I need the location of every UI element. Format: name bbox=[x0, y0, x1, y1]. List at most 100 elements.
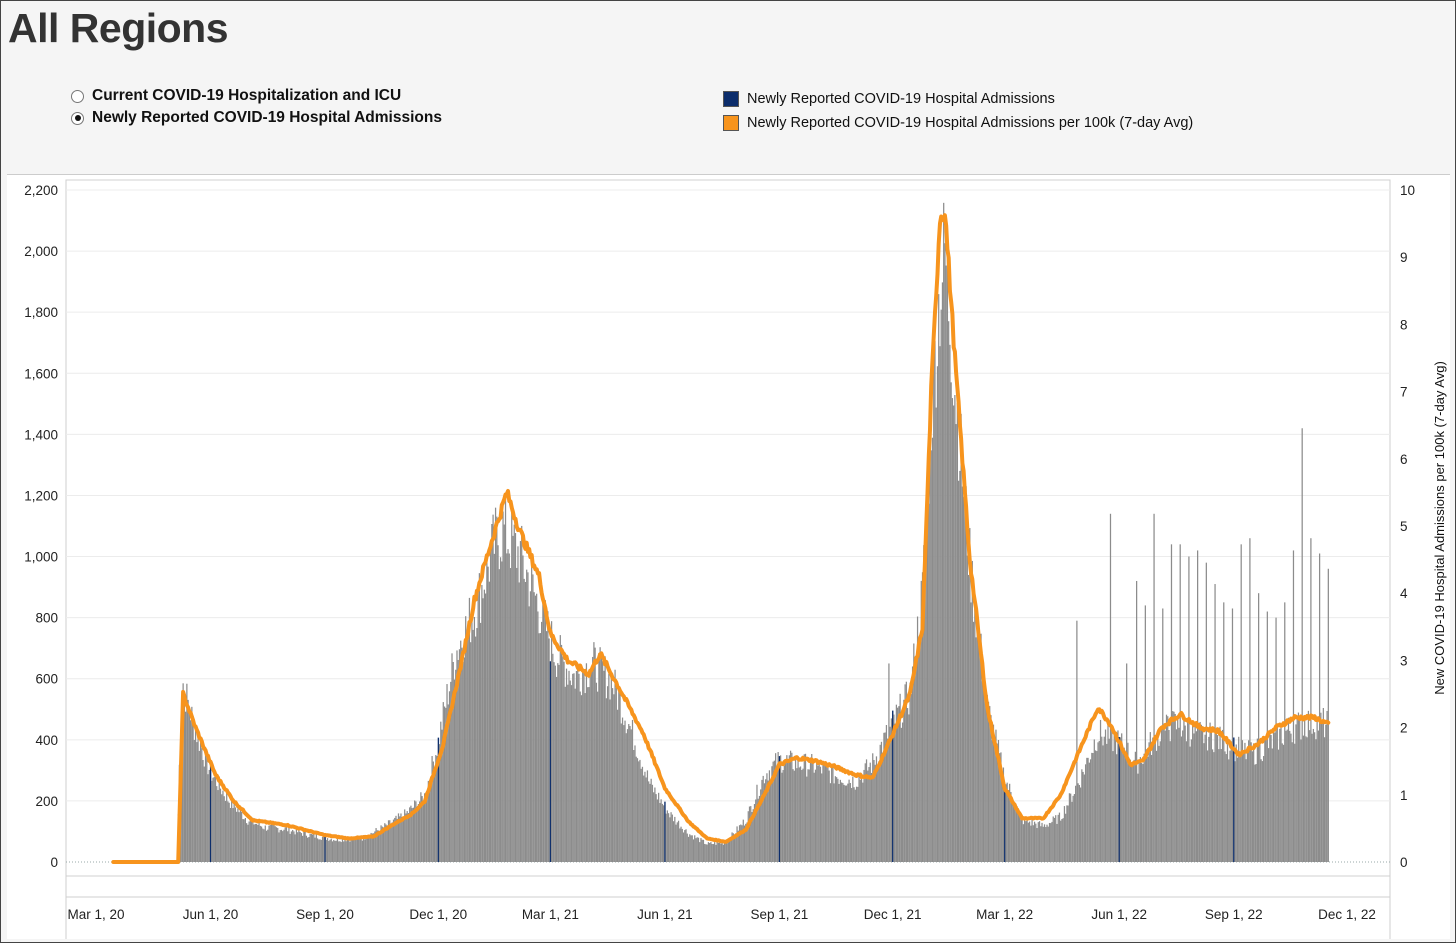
bar bbox=[513, 524, 515, 862]
bar bbox=[560, 644, 563, 862]
bar bbox=[451, 653, 453, 862]
bar bbox=[182, 683, 184, 862]
bar bbox=[1241, 740, 1244, 862]
bar bbox=[854, 789, 856, 862]
bar bbox=[661, 803, 663, 862]
bar bbox=[504, 496, 507, 862]
bar bbox=[486, 553, 488, 862]
bar bbox=[1126, 663, 1128, 862]
legend-item-admissions[interactable]: Newly Reported COVID-19 Hospital Admissi… bbox=[723, 87, 1193, 111]
bar bbox=[374, 831, 376, 862]
bar bbox=[1082, 771, 1084, 862]
bar bbox=[360, 838, 362, 862]
bar bbox=[237, 808, 239, 862]
bar bbox=[1225, 754, 1227, 862]
bar bbox=[544, 600, 546, 862]
bar bbox=[981, 681, 983, 862]
y-right-tick-label: 4 bbox=[1400, 586, 1408, 601]
bar bbox=[1200, 724, 1202, 862]
bar bbox=[222, 790, 224, 862]
bar bbox=[966, 555, 968, 862]
bar bbox=[714, 842, 716, 862]
bar bbox=[1094, 750, 1097, 862]
bar bbox=[1163, 723, 1165, 862]
bar bbox=[539, 633, 542, 862]
bar bbox=[1275, 617, 1277, 862]
bar bbox=[728, 839, 731, 862]
y-left-tick-label: 200 bbox=[35, 794, 58, 809]
y-left-tick-label: 400 bbox=[35, 733, 58, 748]
bar bbox=[568, 670, 570, 862]
bar bbox=[254, 823, 256, 862]
bar bbox=[1023, 817, 1026, 862]
bar bbox=[252, 817, 254, 862]
bar bbox=[659, 802, 661, 862]
bar bbox=[567, 684, 569, 862]
bar bbox=[887, 738, 889, 862]
radio-selected-icon bbox=[71, 111, 84, 125]
bar bbox=[784, 761, 787, 862]
bar bbox=[995, 729, 997, 862]
bar bbox=[1055, 815, 1057, 862]
bar bbox=[355, 835, 357, 862]
bar bbox=[1197, 550, 1199, 862]
bar bbox=[441, 729, 443, 862]
bar bbox=[776, 767, 778, 862]
bar bbox=[258, 821, 260, 862]
bar bbox=[943, 202, 945, 862]
bar bbox=[616, 709, 619, 862]
bar bbox=[660, 799, 662, 862]
bar bbox=[686, 833, 688, 862]
bar bbox=[1228, 759, 1230, 862]
bar bbox=[594, 647, 596, 862]
bar bbox=[789, 750, 792, 862]
radio-current-hospitalization[interactable]: Current COVID-19 Hospitalization and ICU bbox=[71, 85, 442, 107]
bar bbox=[531, 565, 533, 862]
bar bbox=[517, 546, 519, 862]
bar bbox=[1154, 734, 1156, 862]
bar bbox=[523, 578, 525, 862]
admissions-chart[interactable]: 0 200 400 600 800 1,000 1,200 1,400 1,600 1,800 2,… bbox=[7, 175, 1450, 939]
bar bbox=[847, 783, 849, 862]
bar bbox=[620, 723, 622, 862]
bar bbox=[206, 750, 208, 862]
legend-item-per100k[interactable]: Newly Reported COVID-19 Hospital Admissi… bbox=[723, 111, 1193, 135]
bar bbox=[1070, 793, 1072, 862]
radio-new-admissions[interactable]: Newly Reported COVID-19 Hospital Admissi… bbox=[71, 107, 442, 129]
bar bbox=[1321, 721, 1323, 862]
bar bbox=[333, 839, 335, 862]
bar bbox=[926, 473, 929, 862]
bar bbox=[757, 798, 759, 862]
bar bbox=[748, 806, 751, 862]
bar bbox=[446, 684, 448, 862]
bar bbox=[1038, 821, 1041, 862]
radio-label: Newly Reported COVID-19 Hospital Admissi… bbox=[92, 109, 442, 126]
bar bbox=[228, 802, 230, 862]
bar bbox=[511, 510, 513, 862]
bar bbox=[570, 685, 573, 862]
bar bbox=[852, 776, 854, 862]
bar bbox=[224, 800, 227, 862]
bar bbox=[384, 823, 386, 862]
bar bbox=[780, 755, 782, 862]
bar bbox=[1073, 794, 1076, 862]
bar bbox=[366, 837, 368, 862]
bar bbox=[1292, 550, 1295, 862]
bar bbox=[282, 831, 284, 862]
bar bbox=[1173, 711, 1175, 862]
bar bbox=[675, 824, 677, 862]
bar bbox=[255, 823, 258, 862]
bar bbox=[194, 730, 197, 862]
bar bbox=[646, 770, 649, 862]
bar bbox=[893, 714, 895, 862]
bar bbox=[406, 811, 408, 862]
bar bbox=[923, 545, 925, 862]
bar bbox=[387, 820, 390, 862]
bar bbox=[574, 688, 576, 862]
bar bbox=[1170, 544, 1173, 862]
bar bbox=[1122, 750, 1124, 862]
bar bbox=[618, 691, 620, 862]
bar bbox=[272, 824, 274, 862]
bar bbox=[818, 760, 820, 862]
bar bbox=[326, 838, 329, 862]
